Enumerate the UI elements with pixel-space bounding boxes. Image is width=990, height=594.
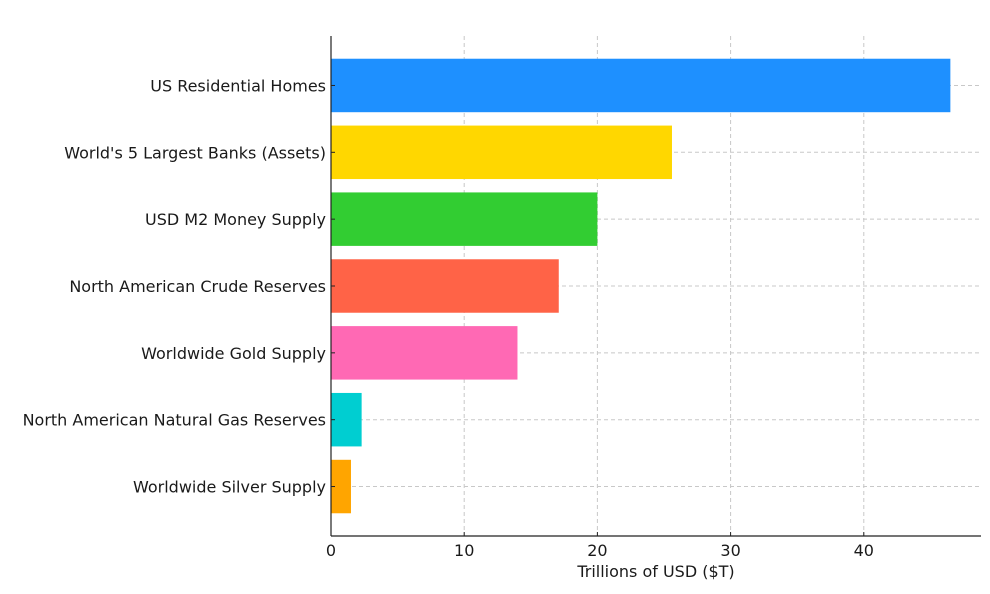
x-tick-label: 10	[454, 541, 474, 560]
y-tick-label: USD M2 Money Supply	[145, 210, 326, 229]
bar	[331, 326, 518, 380]
bar	[331, 459, 351, 514]
x-tick-label: 30	[720, 541, 740, 560]
y-tick-label: US Residential Homes	[150, 76, 326, 95]
bar	[331, 58, 951, 113]
y-tick-label: Worldwide Gold Supply	[141, 344, 326, 363]
x-axis-label: Trillions of USD ($T)	[576, 562, 734, 581]
bar	[331, 392, 362, 447]
bar	[331, 259, 559, 313]
y-tick-label: World's 5 Largest Banks (Assets)	[64, 143, 326, 162]
bar	[331, 125, 672, 180]
y-tick-label: North American Crude Reserves	[69, 277, 326, 296]
axes: 0 10 20 30 40 US Residential Homes World's 5 L…	[23, 36, 981, 560]
y-tick-label: Worldwide Silver Supply	[133, 478, 326, 497]
x-tick-label: 40	[854, 541, 874, 560]
bar	[331, 192, 598, 246]
x-tick-label: 20	[587, 541, 607, 560]
bars	[331, 58, 951, 514]
x-tick-label: 0	[326, 541, 336, 560]
y-tick-label: North American Natural Gas Reserves	[23, 411, 326, 430]
